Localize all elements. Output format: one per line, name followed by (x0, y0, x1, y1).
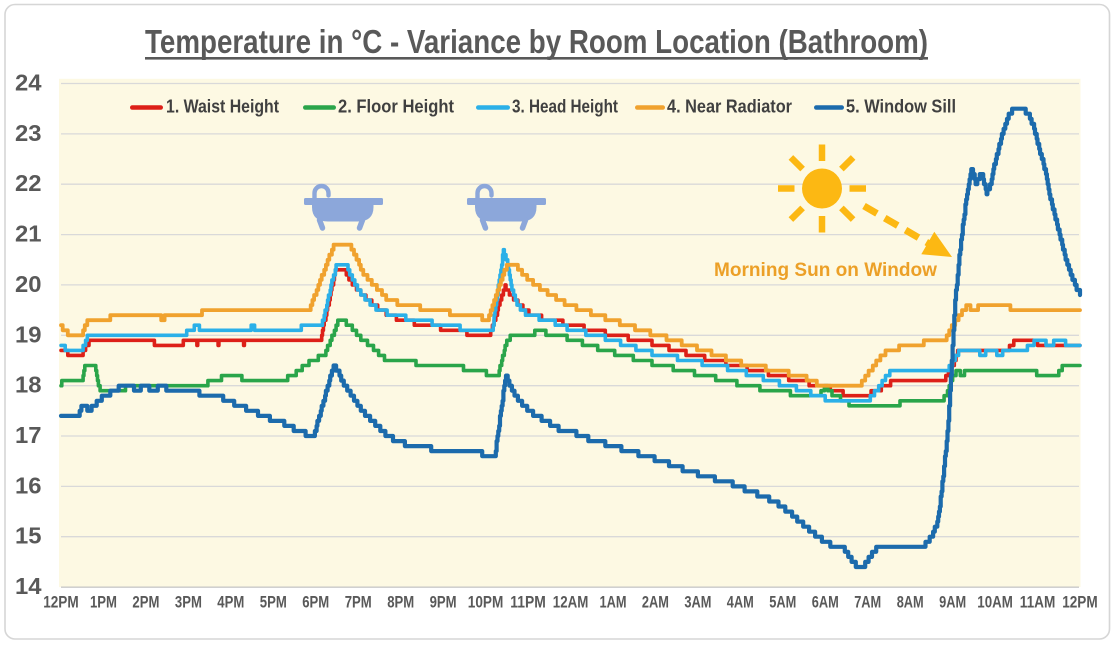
svg-text:7AM: 7AM (854, 594, 881, 612)
svg-text:18: 18 (15, 372, 42, 398)
svg-text:Morning Sun on Window: Morning Sun on Window (714, 259, 938, 281)
svg-text:5AM: 5AM (769, 594, 796, 612)
svg-text:6AM: 6AM (812, 594, 839, 612)
svg-text:23: 23 (15, 120, 42, 146)
svg-text:24: 24 (15, 70, 42, 96)
svg-text:3. Head Height: 3. Head Height (512, 97, 618, 117)
svg-text:1. Waist Height: 1. Waist Height (166, 97, 279, 117)
svg-text:11PM: 11PM (510, 594, 546, 612)
svg-text:15: 15 (15, 523, 42, 549)
svg-text:2AM: 2AM (642, 594, 669, 612)
svg-text:5PM: 5PM (260, 594, 287, 612)
svg-text:21: 21 (15, 221, 42, 247)
svg-text:4. Near Radiator: 4. Near Radiator (667, 97, 792, 117)
svg-text:10AM: 10AM (977, 594, 1013, 612)
svg-text:5. Window Sill: 5. Window Sill (846, 97, 956, 117)
svg-text:10PM: 10PM (468, 594, 504, 612)
svg-text:16: 16 (15, 472, 42, 498)
svg-text:3AM: 3AM (684, 594, 711, 612)
svg-text:4PM: 4PM (217, 594, 244, 612)
svg-text:3PM: 3PM (175, 594, 202, 612)
svg-text:8PM: 8PM (387, 594, 414, 612)
svg-text:12AM: 12AM (553, 594, 589, 612)
svg-text:2. Floor Height: 2. Floor Height (338, 97, 454, 117)
svg-text:22: 22 (15, 170, 42, 196)
svg-text:2PM: 2PM (132, 594, 159, 612)
svg-text:17: 17 (15, 422, 42, 448)
svg-text:12PM: 12PM (1062, 594, 1098, 612)
svg-text:1PM: 1PM (90, 594, 117, 612)
svg-text:7PM: 7PM (345, 594, 372, 612)
svg-text:19: 19 (15, 321, 42, 347)
svg-text:8AM: 8AM (897, 594, 924, 612)
svg-text:9AM: 9AM (939, 594, 966, 612)
svg-text:14: 14 (15, 573, 42, 599)
svg-text:9PM: 9PM (430, 594, 457, 612)
svg-text:11AM: 11AM (1020, 594, 1056, 612)
svg-text:12PM: 12PM (43, 594, 78, 612)
svg-text:4AM: 4AM (727, 594, 754, 612)
svg-text:1AM: 1AM (600, 594, 627, 612)
svg-text:6PM: 6PM (302, 594, 329, 612)
svg-text:Temperature in °C - Variance b: Temperature in °C - Variance by Room Loc… (145, 23, 928, 60)
svg-text:20: 20 (15, 271, 42, 297)
